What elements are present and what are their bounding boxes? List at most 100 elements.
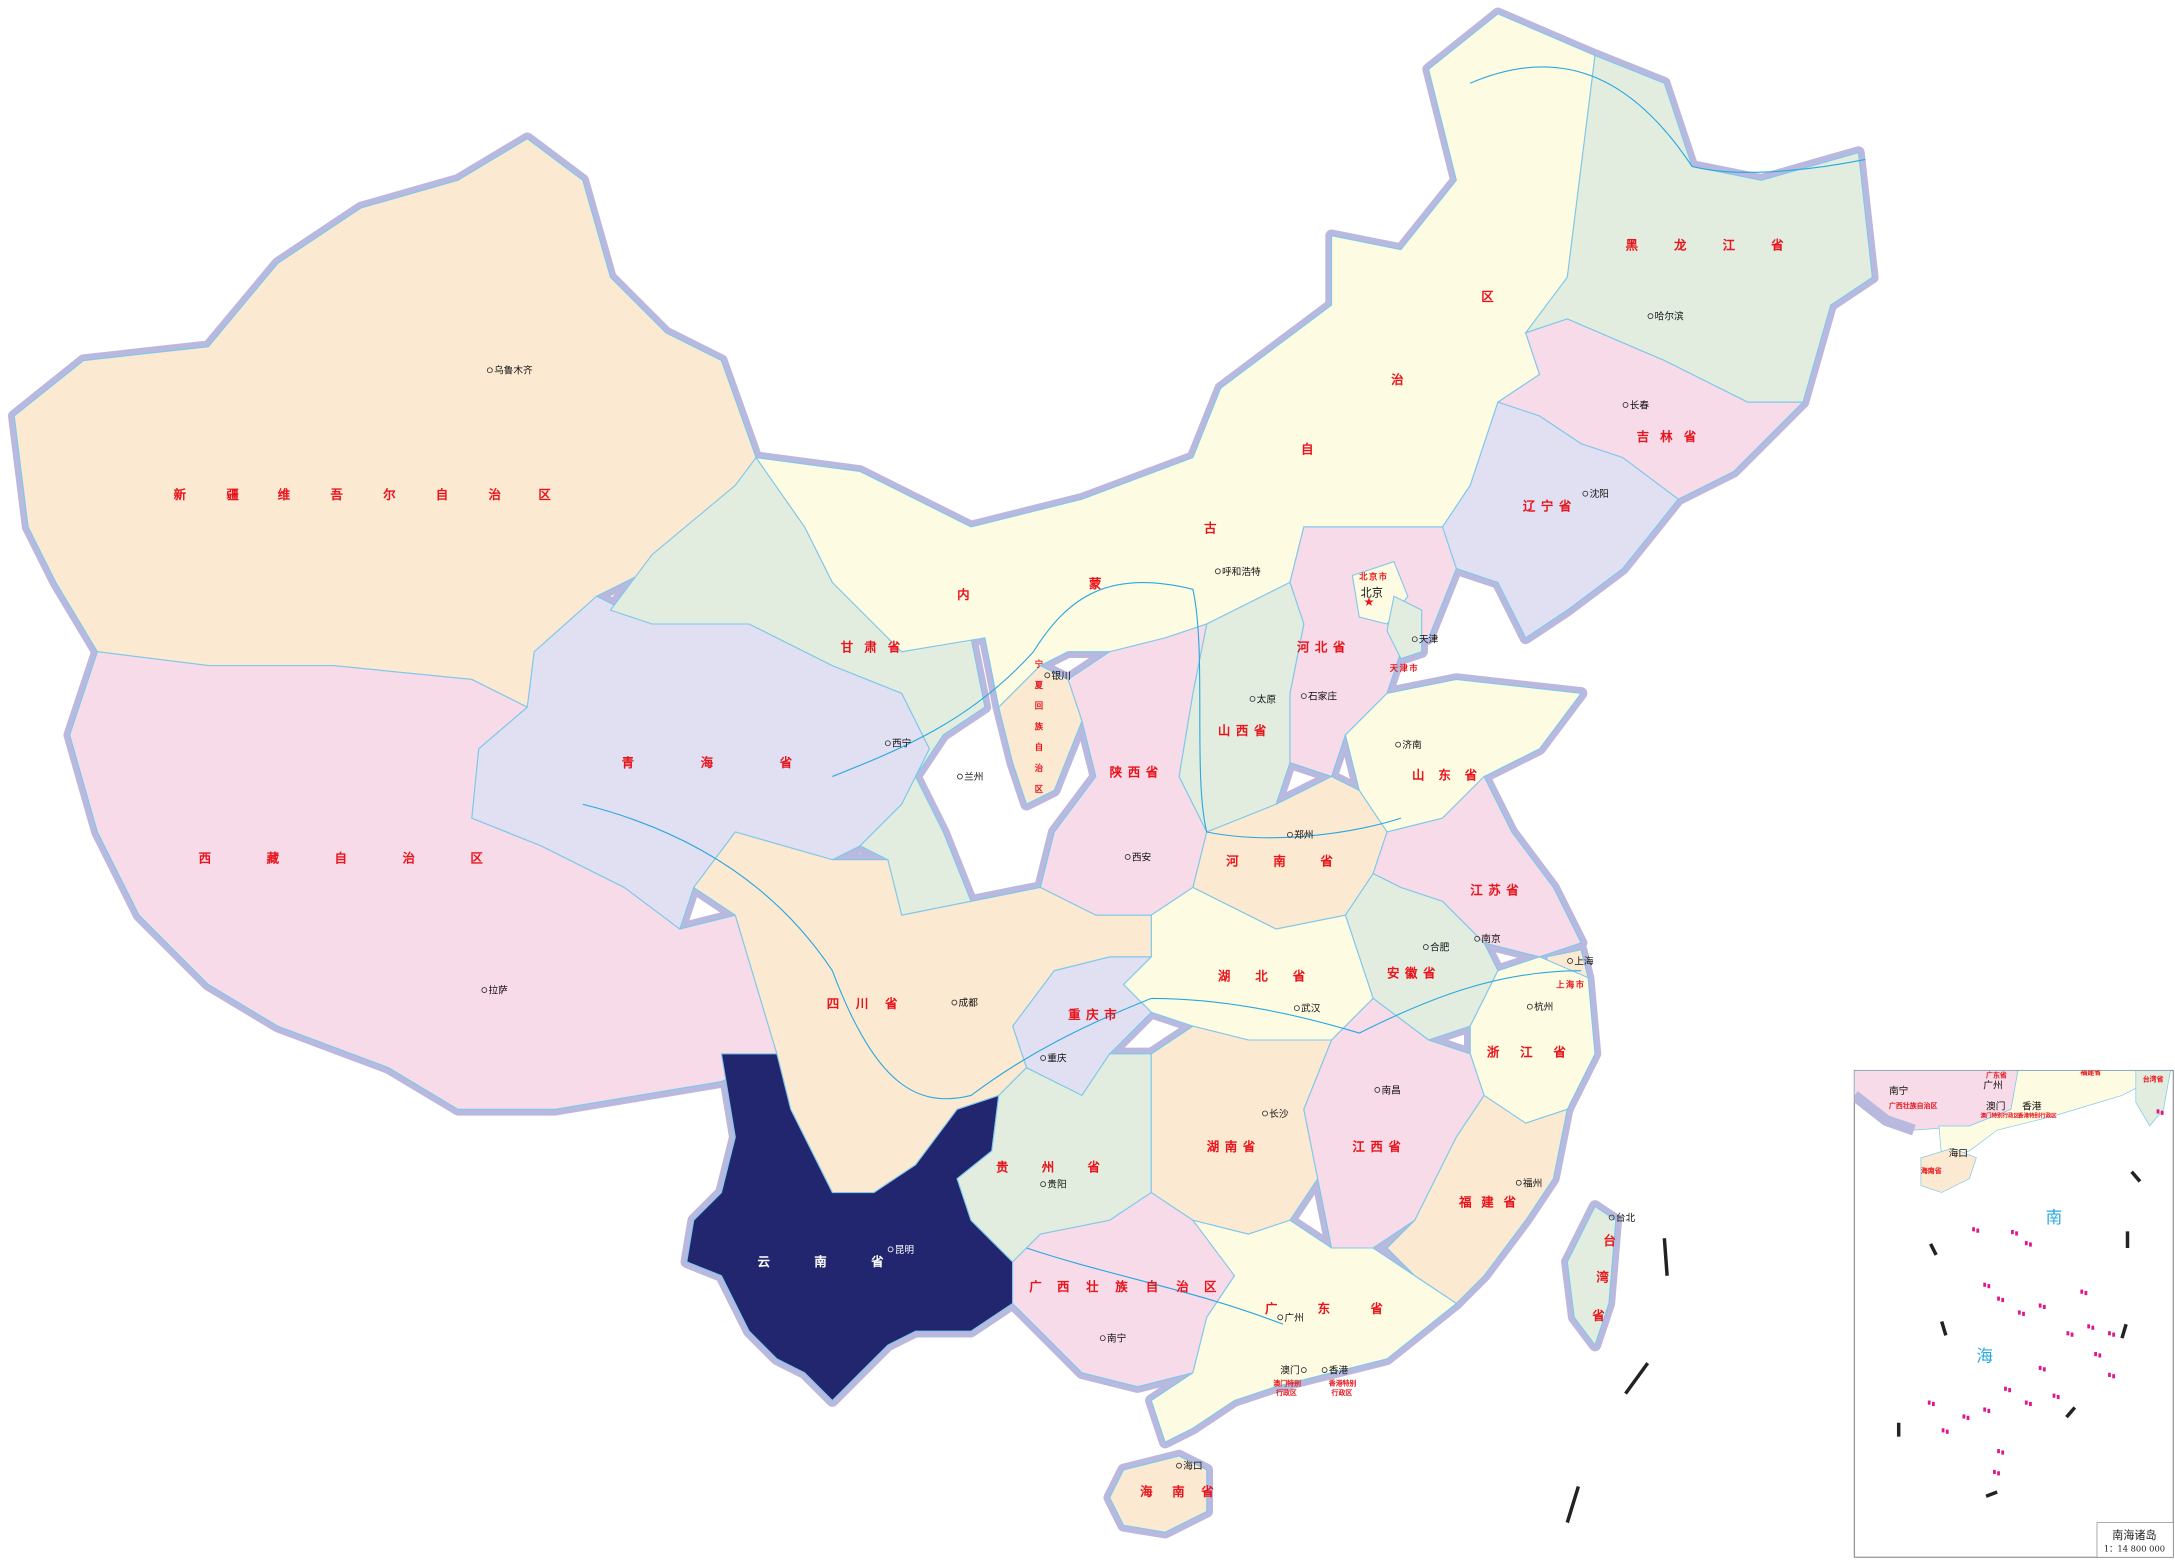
province-label-hainan: 南 xyxy=(1172,1484,1184,1499)
city-label[interactable]: 长春 xyxy=(1630,399,1650,411)
province-label-ningxia: 族 xyxy=(1035,721,1044,731)
province-neimenggu[interactable] xyxy=(754,13,1596,709)
province-yunnan[interactable] xyxy=(686,1053,1014,1402)
city-label[interactable]: 郑州 xyxy=(1294,828,1313,841)
province-label-hunan: 湖南省 xyxy=(1207,1139,1261,1154)
province-label-chongqing: 重庆市 xyxy=(1068,1007,1122,1022)
city-label[interactable]: 南京 xyxy=(1481,932,1501,945)
inset-scale: 1：14 800 000 xyxy=(2104,1544,2165,1554)
city-label[interactable]: 长沙 xyxy=(1269,1108,1289,1120)
island-mark xyxy=(1945,1429,1949,1434)
label-macau-line2: 行政区 xyxy=(1275,1388,1297,1397)
province-label-fujian: 福 xyxy=(1458,1194,1471,1209)
city-label[interactable]: 兰州 xyxy=(964,770,983,783)
island-mark xyxy=(1927,1400,1931,1405)
heilong-river xyxy=(1470,66,1866,173)
province-label-fujian: 建 xyxy=(1481,1194,1494,1209)
island-mark xyxy=(2052,1393,2056,1398)
province-label-guangdong: 广 xyxy=(1265,1301,1277,1316)
province-label-shanxi: 山西省 xyxy=(1218,723,1272,738)
inset-dash-segment xyxy=(1985,1490,1998,1498)
city-marker-icon xyxy=(1124,854,1131,860)
island-mark xyxy=(2160,1110,2164,1115)
province-hainan[interactable] xyxy=(1109,1455,1208,1533)
island-mark xyxy=(2008,1388,2012,1393)
city-label[interactable]: 银川 xyxy=(1051,669,1070,682)
city-label[interactable]: 海口 xyxy=(1183,1459,1202,1472)
city-marker-icon xyxy=(486,367,493,374)
city-marker-icon xyxy=(1374,1087,1381,1093)
province-label-jilin: 吉林省 xyxy=(1637,429,1708,444)
province-ningxia[interactable] xyxy=(998,664,1083,806)
city-label[interactable]: 重庆 xyxy=(1047,1051,1067,1064)
city-label[interactable]: 拉萨 xyxy=(488,984,508,997)
province-label-heilongjiang: 黑龙江省 xyxy=(1626,238,1820,253)
province-label-beijing: 北京市 xyxy=(1359,572,1388,582)
island-mark xyxy=(1992,1469,1996,1475)
island-mark xyxy=(2001,1450,2005,1455)
city-label[interactable]: 太原 xyxy=(1257,692,1277,705)
city-label[interactable]: 哈尔滨 xyxy=(1655,310,1684,323)
city-marker-icon xyxy=(1622,401,1629,408)
city-label[interactable]: 武汉 xyxy=(1301,1002,1321,1015)
city-label[interactable]: 济南 xyxy=(1402,738,1422,751)
city-label[interactable]: 上海 xyxy=(1574,954,1594,967)
province-label-yunnan: 云南省 xyxy=(757,1254,928,1269)
province-fujian[interactable] xyxy=(1386,1094,1569,1305)
label-hongkong-line2: 行政区 xyxy=(1331,1388,1353,1397)
city-label[interactable]: 成都 xyxy=(959,997,979,1009)
city-label[interactable]: 澳门 xyxy=(1280,1363,1299,1376)
inset-dash-segment xyxy=(2120,1323,2128,1339)
island-mark xyxy=(2056,1394,2060,1400)
island-mark xyxy=(2022,1311,2025,1316)
city-label[interactable]: 杭州 xyxy=(1534,1000,1553,1013)
city-label[interactable]: 西宁 xyxy=(892,737,912,750)
city-label[interactable]: 香港 xyxy=(1329,1364,1349,1376)
city-label[interactable]: 呼和浩特 xyxy=(1222,566,1261,578)
inset-dash-segment xyxy=(1929,1243,1938,1256)
island-mark xyxy=(1983,1282,1987,1287)
city-label[interactable]: 石家庄 xyxy=(1308,690,1337,703)
city-label[interactable]: 贵阳 xyxy=(1047,1178,1066,1191)
province-label-shandong: 山东省 xyxy=(1412,767,1491,782)
city-label[interactable]: 台北 xyxy=(1616,1211,1636,1224)
city-label[interactable]: 沈阳 xyxy=(1589,487,1608,500)
inset-label-hongkong: 香港特别行政区 xyxy=(2017,1112,2057,1120)
city-label[interactable]: 广州 xyxy=(1284,1312,1303,1324)
inset-city-haikou: 海口 xyxy=(1949,1146,1968,1159)
province-label-jiangxi: 江西省 xyxy=(1352,1139,1406,1154)
city-marker-icon xyxy=(1277,1314,1284,1321)
inset-border-glow xyxy=(1854,1091,1916,1136)
city-label[interactable]: 西安 xyxy=(1132,850,1152,863)
province-tianjin[interactable] xyxy=(1386,595,1423,660)
province-label-xinjiang: 尔 xyxy=(382,487,396,502)
inset-sea-label-nan: 南 xyxy=(2046,1208,2063,1227)
province-label-xinjiang: 治 xyxy=(488,487,501,502)
island-mark xyxy=(2108,1372,2111,1377)
city-label[interactable]: 乌鲁木齐 xyxy=(494,364,533,377)
city-label[interactable]: 南宁 xyxy=(1107,1332,1127,1345)
city-label[interactable]: 福州 xyxy=(1523,1176,1542,1189)
city-label[interactable]: 合肥 xyxy=(1430,941,1450,954)
city-marker-icon xyxy=(1040,1055,1047,1061)
city-label[interactable]: 昆明 xyxy=(895,1244,914,1256)
city-marker-icon xyxy=(951,999,958,1006)
province-taiwan[interactable] xyxy=(1566,1205,1617,1347)
province-label-xinjiang: 吾 xyxy=(330,487,343,502)
city-marker-icon xyxy=(1262,1110,1268,1117)
province-label-xinjiang: 自 xyxy=(436,487,448,502)
island-mark xyxy=(1941,1428,1945,1433)
city-marker-icon xyxy=(1395,741,1402,748)
city-label[interactable]: 南昌 xyxy=(1381,1083,1400,1096)
island-mark xyxy=(2098,1353,2102,1358)
inset-city-macau: 澳门 xyxy=(1986,1099,2005,1112)
province-label-xinjiang: 维 xyxy=(278,487,291,502)
inset-label-fujian: 福建省 xyxy=(2079,1068,2101,1077)
city-marker-icon xyxy=(1422,944,1429,951)
province-label-ningxia: 夏 xyxy=(1034,680,1044,690)
province-guangdong[interactable] xyxy=(1150,1219,1458,1443)
city-label[interactable]: 天津 xyxy=(1419,634,1439,646)
island-mark xyxy=(2094,1352,2097,1357)
inset-hainan xyxy=(1920,1147,1977,1193)
